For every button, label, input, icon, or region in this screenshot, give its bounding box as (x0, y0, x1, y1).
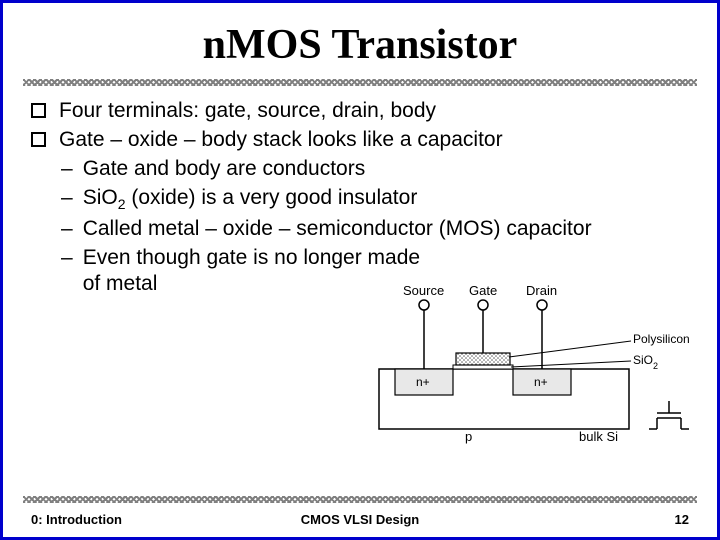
sub-text: Gate and body are conductors (83, 156, 366, 183)
sub-item: – Called metal – oxide – semiconductor (… (59, 216, 689, 243)
source-label: Source (403, 283, 444, 298)
bullet-item: Gate – oxide – body stack looks like a c… (31, 127, 689, 154)
polysilicon-label: Polysilicon (633, 332, 690, 346)
bullet-text: Four terminals: gate, source, drain, bod… (59, 98, 436, 125)
sub-item: – SiO2 (oxide) is a very good insulator (59, 185, 689, 214)
dash-icon: – (59, 185, 73, 214)
gate-label: Gate (469, 283, 497, 298)
nplus-label: n+ (416, 375, 430, 389)
checkbox-icon (31, 132, 46, 147)
footer-left: 0: Introduction (31, 512, 122, 527)
sio2-label: SiO2 (633, 353, 658, 371)
checkbox-icon (31, 103, 46, 118)
footer: 0: Introduction CMOS VLSI Design 12 (3, 512, 717, 527)
content-area: Four terminals: gate, source, drain, bod… (3, 86, 717, 298)
sub-item: – Gate and body are conductors (59, 156, 689, 183)
footer-divider (23, 496, 697, 503)
drain-label: Drain (526, 283, 557, 298)
bulk-label: bulk Si (579, 429, 618, 444)
sub-text: Called metal – oxide – semiconductor (MO… (83, 216, 592, 243)
sub-text: SiO2 (oxide) is a very good insulator (83, 185, 418, 214)
bullet-text: Gate – oxide – body stack looks like a c… (59, 127, 503, 154)
dash-icon: – (59, 156, 73, 183)
dash-icon: – (59, 245, 73, 299)
p-label: p (465, 429, 472, 444)
slide-frame: nMOS Transistor Four terminals: gate, so… (0, 0, 720, 540)
transistor-diagram: Source Gate Drain Polysilicon SiO2 n+ n+… (369, 281, 699, 461)
bullet-item: Four terminals: gate, source, drain, bod… (31, 98, 689, 125)
transistor-symbol (649, 401, 689, 429)
dash-icon: – (59, 216, 73, 243)
slide-title: nMOS Transistor (3, 3, 717, 79)
nplus-label: n+ (534, 375, 548, 389)
title-divider (23, 79, 697, 86)
footer-right: 12 (675, 512, 689, 527)
